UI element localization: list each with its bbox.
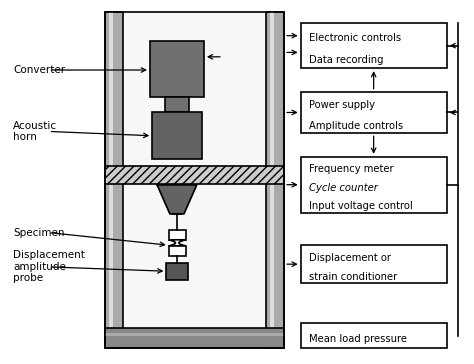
Text: Displacement or: Displacement or bbox=[309, 253, 391, 262]
Text: Power supply: Power supply bbox=[309, 100, 375, 110]
Polygon shape bbox=[169, 240, 186, 246]
Bar bbox=[301, 245, 447, 283]
Text: Input voltage control: Input voltage control bbox=[309, 201, 413, 211]
Bar bbox=[165, 97, 189, 111]
Text: Converter: Converter bbox=[13, 65, 65, 75]
Bar bbox=[105, 333, 284, 336]
Bar bbox=[301, 157, 447, 213]
Text: Displacement
amplitude
probe: Displacement amplitude probe bbox=[13, 250, 85, 284]
Text: Amplitude controls: Amplitude controls bbox=[309, 121, 403, 131]
Text: Frequency meter: Frequency meter bbox=[309, 164, 394, 174]
Bar bbox=[105, 12, 123, 348]
Text: Electronic controls: Electronic controls bbox=[309, 33, 401, 43]
Bar bbox=[266, 12, 284, 348]
Bar bbox=[105, 328, 284, 348]
Text: Cycle counter: Cycle counter bbox=[309, 182, 378, 193]
Text: Mean load pressure: Mean load pressure bbox=[309, 334, 407, 344]
Bar bbox=[105, 166, 284, 184]
Bar bbox=[169, 230, 186, 240]
Bar bbox=[166, 263, 188, 280]
Bar bbox=[301, 23, 447, 68]
Bar bbox=[169, 246, 186, 256]
Bar bbox=[109, 12, 113, 348]
Bar bbox=[152, 111, 201, 158]
Bar bbox=[105, 12, 284, 348]
Text: Specimen: Specimen bbox=[13, 228, 64, 238]
Polygon shape bbox=[157, 185, 197, 214]
Bar bbox=[301, 323, 447, 348]
Bar bbox=[301, 92, 447, 133]
Text: Acoustic
horn: Acoustic horn bbox=[13, 120, 57, 142]
Bar bbox=[105, 12, 284, 348]
Text: strain conditioner: strain conditioner bbox=[309, 272, 397, 281]
Text: Data recording: Data recording bbox=[309, 55, 383, 65]
Bar bbox=[150, 41, 204, 97]
Bar bbox=[270, 12, 274, 348]
